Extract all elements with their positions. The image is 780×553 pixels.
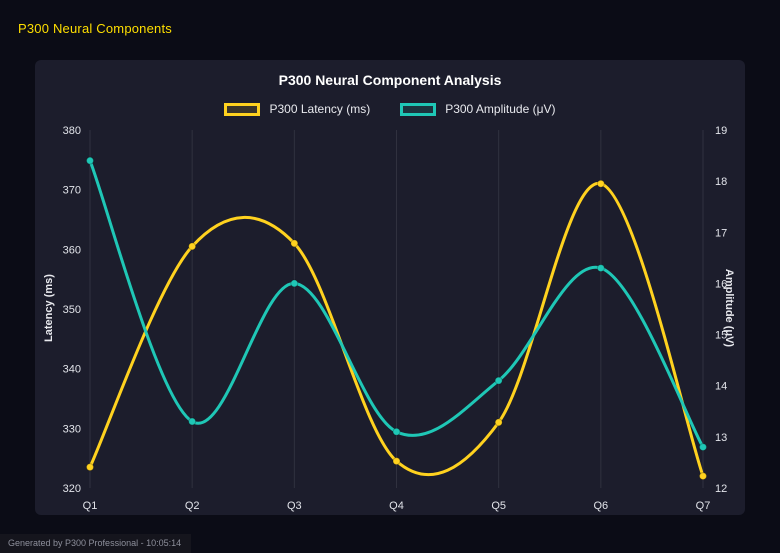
svg-text:340: 340 xyxy=(63,364,81,376)
legend-item-0[interactable]: P300 Latency (ms) xyxy=(224,102,370,116)
legend-swatch xyxy=(400,102,437,116)
data-point xyxy=(392,427,401,436)
chart-title: P300 Neural Component Analysis xyxy=(278,72,502,88)
data-point xyxy=(699,443,707,452)
svg-text:14: 14 xyxy=(715,381,727,393)
data-point xyxy=(699,472,707,481)
data-point xyxy=(596,179,605,188)
data-point xyxy=(86,156,94,165)
svg-text:380: 380 xyxy=(63,125,81,137)
svg-text:17: 17 xyxy=(715,227,727,239)
svg-text:19: 19 xyxy=(715,125,727,137)
x-axis-ticks: Q1 Q2 Q3 Q4 Q5 Q6 Q7 xyxy=(83,500,711,512)
data-point xyxy=(290,279,299,288)
svg-text:350: 350 xyxy=(63,304,81,316)
legend-swatch xyxy=(224,102,261,116)
data-point xyxy=(188,417,197,426)
svg-text:Q5: Q5 xyxy=(491,500,506,512)
data-point xyxy=(596,264,605,273)
svg-text:12: 12 xyxy=(715,483,727,495)
svg-text:15: 15 xyxy=(715,330,727,342)
legend-label: P300 Latency (ms) xyxy=(269,102,371,116)
svg-text:Q6: Q6 xyxy=(593,500,608,512)
data-point xyxy=(494,418,503,427)
legend-label: P300 Amplitude (μV) xyxy=(445,102,556,116)
data-point xyxy=(392,457,401,466)
series-1 xyxy=(86,156,707,452)
data-point xyxy=(290,239,299,248)
svg-text:Q7: Q7 xyxy=(696,500,711,512)
svg-text:Q4: Q4 xyxy=(389,500,404,512)
series-0 xyxy=(86,179,707,481)
svg-text:320: 320 xyxy=(63,483,81,495)
svg-text:370: 370 xyxy=(63,185,81,197)
svg-text:Q1: Q1 xyxy=(83,500,98,512)
svg-text:Q2: Q2 xyxy=(185,500,200,512)
svg-text:360: 360 xyxy=(63,244,81,256)
status-bar: Generated by P300 Professional - 10:05:1… xyxy=(0,534,192,553)
chart-panel: P300 Neural Component Analysis P300 Late… xyxy=(35,60,745,515)
svg-text:16: 16 xyxy=(715,278,727,290)
svg-text:18: 18 xyxy=(715,176,727,188)
y-axis-left-ticks: 320 330 340 350 360 370 380 xyxy=(63,125,81,495)
right-axis-label: Amplitude (μV) xyxy=(723,268,735,348)
page-title: P300 Neural Components xyxy=(18,21,172,36)
data-point xyxy=(86,463,94,472)
left-axis-label: Latency (ms) xyxy=(43,274,55,342)
y-axis-right-ticks: 12 13 14 15 16 17 18 19 xyxy=(715,125,727,495)
svg-text:13: 13 xyxy=(715,432,727,444)
chart-legend: P300 Latency (ms) P300 Amplitude (μV) xyxy=(35,102,745,116)
svg-text:Q3: Q3 xyxy=(287,500,302,512)
legend-item-1[interactable]: P300 Amplitude (μV) xyxy=(400,102,556,116)
data-point xyxy=(494,376,503,385)
svg-text:330: 330 xyxy=(63,423,81,435)
data-point xyxy=(188,242,197,251)
